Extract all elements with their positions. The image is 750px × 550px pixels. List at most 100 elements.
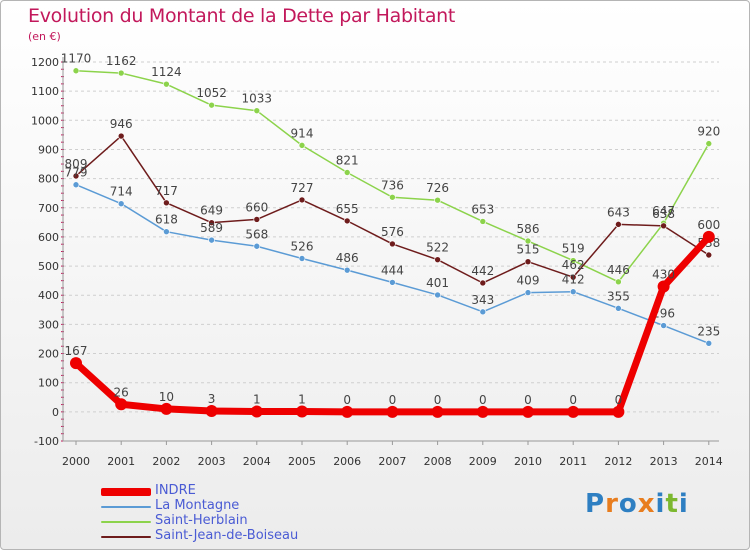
- x-tick-label: 2007: [378, 455, 406, 468]
- data-label-la-montagne: 355: [607, 289, 630, 303]
- data-point-indre: [341, 405, 354, 418]
- data-point-indre: [702, 230, 715, 243]
- data-label-la-montagne: 409: [517, 274, 540, 288]
- data-label-la-montagne: 235: [697, 324, 720, 338]
- data-point-saint-herblain: [208, 101, 215, 109]
- data-label-indre: 0: [569, 393, 577, 407]
- data-point-indre: [250, 405, 263, 418]
- data-point-saint-jean-de-boiseau: [72, 172, 80, 180]
- data-point-saint-herblain: [479, 218, 487, 225]
- unit-label: (en €): [28, 30, 61, 43]
- y-tick-label: 0: [52, 406, 59, 419]
- data-point-la-montagne: [389, 279, 396, 286]
- x-tick-label: 2000: [62, 455, 90, 468]
- legend-label: Saint-Herblain: [155, 513, 248, 528]
- legend-swatch: [101, 506, 151, 508]
- x-tick-label: 2001: [107, 455, 135, 468]
- data-point-saint-jean-de-boiseau: [615, 221, 622, 228]
- data-label-saint-jean-de-boiseau: 462: [562, 258, 585, 272]
- data-label-saint-herblain: 446: [607, 263, 630, 277]
- data-point-la-montagne: [117, 200, 125, 207]
- data-label-la-montagne: 779: [65, 166, 88, 180]
- data-point-saint-jean-de-boiseau: [660, 222, 667, 230]
- data-label-la-montagne: 526: [291, 239, 314, 253]
- data-label-saint-jean-de-boiseau: 515: [517, 243, 540, 257]
- data-label-saint-herblain: 647: [652, 204, 675, 218]
- data-point-indre: [431, 405, 444, 418]
- y-tick-label: 600: [38, 231, 59, 244]
- legend-label: Saint-Jean-de-Boiseau: [155, 528, 299, 543]
- y-tick-label: 500: [38, 260, 59, 273]
- data-point-la-montagne: [208, 236, 215, 244]
- data-point-saint-herblain: [253, 107, 261, 114]
- y-tick-label: 400: [38, 289, 59, 302]
- data-label-saint-jean-de-boiseau: 946: [110, 117, 133, 131]
- data-label-indre: 1: [298, 393, 306, 407]
- data-point-saint-jean-de-boiseau: [208, 219, 215, 226]
- data-point-la-montagne: [343, 266, 351, 274]
- series-line-saint-herblain: [75, 69, 710, 283]
- y-tick-label: 1100: [31, 85, 59, 98]
- data-point-saint-herblain: [163, 80, 170, 88]
- data-point-saint-jean-de-boiseau: [705, 251, 713, 259]
- data-point-la-montagne: [434, 291, 441, 299]
- data-label-indre: 0: [434, 393, 442, 407]
- y-tick-label: 1200: [31, 56, 59, 69]
- y-tick-label: 700: [38, 202, 59, 215]
- data-label-saint-herblain: 920: [697, 125, 720, 139]
- data-label-saint-herblain: 726: [426, 181, 449, 195]
- data-label-la-montagne: 343: [471, 293, 494, 307]
- data-label-saint-herblain: 1052: [196, 86, 227, 100]
- data-point-indre: [205, 404, 218, 417]
- data-point-saint-jean-de-boiseau: [479, 279, 487, 287]
- legend-swatch: [101, 521, 151, 523]
- data-label-indre: 0: [615, 393, 623, 407]
- data-label-saint-herblain: 519: [562, 242, 585, 256]
- x-tick-label: 2008: [424, 455, 452, 468]
- data-label-saint-herblain: 1124: [151, 65, 182, 79]
- data-point-saint-herblain: [615, 278, 622, 286]
- legend-swatch: [101, 488, 151, 496]
- data-label-la-montagne: 618: [155, 213, 178, 227]
- data-point-indre: [522, 405, 534, 418]
- data-point-la-montagne: [163, 228, 170, 235]
- x-tick-label: 2002: [152, 455, 180, 468]
- data-label-saint-jean-de-boiseau: 522: [426, 241, 449, 255]
- data-label-la-montagne: 444: [381, 263, 404, 277]
- x-tick-label: 2011: [559, 455, 587, 468]
- x-tick-label: 2013: [650, 455, 678, 468]
- data-point-saint-herblain: [705, 140, 713, 147]
- logo-letter: o: [618, 489, 638, 519]
- data-label-saint-herblain: 821: [336, 153, 359, 167]
- data-point-la-montagne: [479, 308, 487, 316]
- data-point-la-montagne: [569, 288, 577, 296]
- data-label-saint-jean-de-boiseau: 649: [200, 204, 223, 218]
- data-point-la-montagne: [660, 322, 667, 329]
- data-label-saint-herblain: 586: [517, 222, 540, 236]
- data-label-la-montagne: 486: [336, 251, 359, 265]
- x-tick-label: 2014: [695, 455, 723, 468]
- logo-letter: t: [665, 489, 679, 519]
- data-point-la-montagne: [253, 242, 261, 250]
- y-tick-label: 900: [38, 143, 59, 156]
- data-label-la-montagne: 412: [562, 273, 585, 287]
- data-label-la-montagne: 401: [426, 276, 449, 290]
- data-label-indre: 430: [652, 267, 675, 281]
- data-label-saint-herblain: 736: [381, 178, 404, 192]
- logo-letter: i: [655, 489, 666, 519]
- x-tick-label: 2010: [514, 455, 542, 468]
- logo-letter: r: [605, 489, 619, 519]
- x-tick-label: 2009: [469, 455, 497, 468]
- data-label-indre: 167: [65, 344, 88, 358]
- legend-label: La Montagne: [155, 498, 240, 513]
- logo-letter: P: [585, 489, 606, 519]
- data-point-saint-jean-de-boiseau: [117, 132, 125, 140]
- data-point-saint-herblain: [389, 193, 396, 201]
- data-point-saint-herblain: [343, 169, 351, 176]
- y-tick-label: -100: [34, 435, 59, 448]
- x-tick-label: 2003: [198, 455, 226, 468]
- data-label-saint-jean-de-boiseau: 717: [155, 184, 178, 198]
- x-tick-label: 2012: [604, 455, 632, 468]
